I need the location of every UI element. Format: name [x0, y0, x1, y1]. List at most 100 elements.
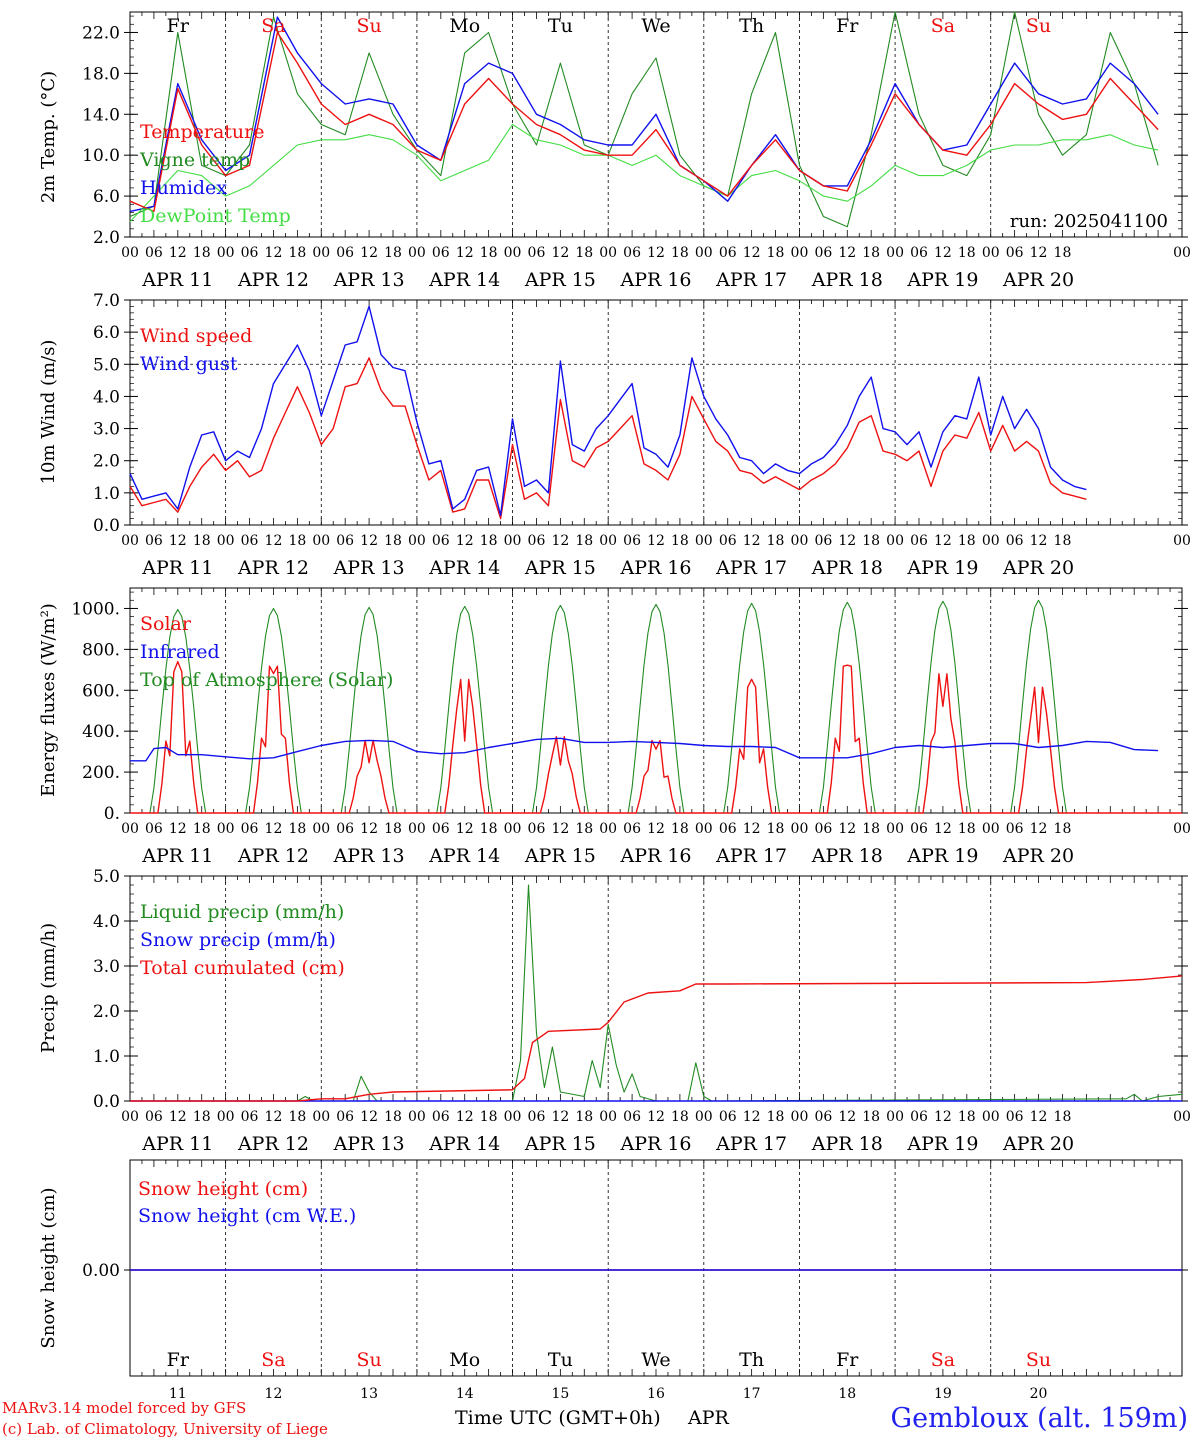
hour-tick-label: 00 — [408, 245, 426, 261]
weekday-label: Sa — [931, 1349, 955, 1371]
hour-tick-label: 00 — [791, 533, 809, 549]
hour-tick-label: 18 — [480, 533, 498, 549]
hour-tick-label: 06 — [814, 245, 832, 261]
day-number-label: 13 — [360, 1386, 378, 1402]
series-line-vigne-temp — [129, 11, 1159, 228]
hour-tick-label: 12 — [360, 1109, 378, 1125]
date-label: APR 14 — [428, 269, 500, 291]
hour-tick-label: 06 — [910, 821, 928, 837]
y-tick-label: 1.0 — [93, 484, 120, 504]
x-axis-month: APR — [687, 1407, 730, 1429]
hour-tick-label: 18 — [480, 245, 498, 261]
hour-tick-label: 06 — [432, 821, 450, 837]
date-label: APR 20 — [1002, 845, 1074, 867]
hour-tick-label: 00 — [121, 821, 139, 837]
hour-tick-label: 12 — [1030, 533, 1048, 549]
y-tick-label: 14.0 — [82, 105, 120, 125]
date-label: APR 12 — [237, 269, 309, 291]
date-label: APR 15 — [524, 557, 596, 579]
legend-entry: Vigne temp — [139, 149, 250, 171]
hour-tick-label: 06 — [336, 1109, 354, 1125]
hour-tick-label: 00 — [886, 533, 904, 549]
legend-entry: Infrared — [140, 641, 220, 663]
series-line-humidex — [129, 16, 1159, 213]
hour-tick-label: 18 — [767, 1109, 785, 1125]
hour-tick-label: 12 — [743, 821, 761, 837]
y-tick-label: 400. — [82, 722, 120, 742]
hour-tick-label: 00 — [695, 821, 713, 837]
hour-tick-label: 18 — [1054, 245, 1072, 261]
series-line-wind-gust — [129, 305, 1087, 517]
y-tick-label: 200. — [82, 763, 120, 783]
series-line-top-of-atmosphere-solar- — [130, 599, 1182, 814]
hour-tick-label: 00 — [791, 1109, 809, 1125]
hour-tick-label: 06 — [623, 1109, 641, 1125]
y-tick-label: 5.0 — [93, 355, 120, 375]
y-axis-label: Snow height (cm) — [38, 1187, 59, 1348]
y-tick-label: 18.0 — [82, 64, 120, 84]
hour-tick-label: 00 — [504, 245, 522, 261]
hour-tick-label: 00 — [695, 1109, 713, 1125]
panel-4: 0.0 1.0 2.0 3.0 4.0 5.0 Precip (mm/h) Liquid pr… — [38, 867, 1191, 1155]
hour-tick-label: 00 — [217, 245, 235, 261]
weekday-label: Fr — [167, 15, 190, 37]
hour-tick-label: 00 — [886, 821, 904, 837]
date-label: APR 18 — [811, 557, 883, 579]
hour-tick-label: 06 — [1006, 245, 1024, 261]
weekday-label: We — [641, 1349, 670, 1371]
hour-tick-label: 06 — [336, 245, 354, 261]
hour-tick-label: 06 — [1006, 821, 1024, 837]
y-tick-label: 2.0 — [93, 1002, 120, 1022]
hour-tick-label: 12 — [647, 1109, 665, 1125]
date-label: APR 12 — [237, 1133, 309, 1155]
hour-tick-label: 12 — [743, 1109, 761, 1125]
y-axis-label: 2m Temp. (°C) — [38, 71, 59, 203]
hour-tick-label: 00 — [504, 1109, 522, 1125]
hour-tick-label: 06 — [241, 1109, 259, 1125]
date-label: APR 16 — [619, 557, 691, 579]
hour-tick-label: 18 — [575, 533, 593, 549]
day-number-label: 17 — [743, 1386, 761, 1402]
hour-tick-label: 18 — [193, 533, 211, 549]
hour-tick-label: 00 — [982, 821, 1000, 837]
hour-tick-label: 18 — [862, 1109, 880, 1125]
weekday-label: Th — [739, 1349, 764, 1371]
hour-tick-label: 12 — [1030, 245, 1048, 261]
hour-tick-label: 12 — [551, 245, 569, 261]
hour-tick-label: 00 — [312, 245, 330, 261]
hour-tick-label: 00 — [121, 533, 139, 549]
series-line-wind-speed — [129, 357, 1087, 520]
hour-tick-label: 12 — [934, 533, 952, 549]
hour-tick-label: 00 — [599, 533, 617, 549]
lab-credit: (c) Lab. of Climatology, University of L… — [2, 1420, 328, 1438]
hour-tick-label: 12 — [838, 821, 856, 837]
hour-tick-label: 00 — [408, 1109, 426, 1125]
hour-tick-label: 06 — [623, 245, 641, 261]
weekday-label: Mo — [449, 15, 480, 37]
hour-tick-label: 12 — [169, 245, 187, 261]
hour-tick-label: 06 — [814, 821, 832, 837]
date-label: APR 18 — [811, 845, 883, 867]
hour-tick-label: 12 — [265, 821, 283, 837]
hour-tick-label: 12 — [1030, 821, 1048, 837]
legend-entry: Snow precip (mm/h) — [140, 929, 336, 951]
y-tick-label: 10.0 — [82, 146, 120, 166]
hour-tick-label: 18 — [767, 533, 785, 549]
hour-tick-label: 06 — [145, 1109, 163, 1125]
hour-tick-label: 12 — [360, 245, 378, 261]
hour-tick-label: 18 — [288, 533, 306, 549]
hour-tick-label: 18 — [384, 245, 402, 261]
hour-tick-label: 06 — [336, 821, 354, 837]
hour-tick-label: 12 — [551, 1109, 569, 1125]
legend-entry: Solar — [140, 613, 192, 635]
hour-tick-label: 12 — [647, 821, 665, 837]
hour-tick-label: 00 — [695, 533, 713, 549]
hour-tick-label: 12 — [456, 533, 474, 549]
hour-tick-label: 06 — [1006, 1109, 1024, 1125]
hour-tick-label: 18 — [671, 245, 689, 261]
location-label: Gembloux (alt. 159m) — [891, 1403, 1188, 1434]
series-line-dewpoint-temp — [129, 123, 1159, 223]
y-tick-label: 4.0 — [93, 387, 120, 407]
y-tick-label: 3.0 — [93, 957, 120, 977]
